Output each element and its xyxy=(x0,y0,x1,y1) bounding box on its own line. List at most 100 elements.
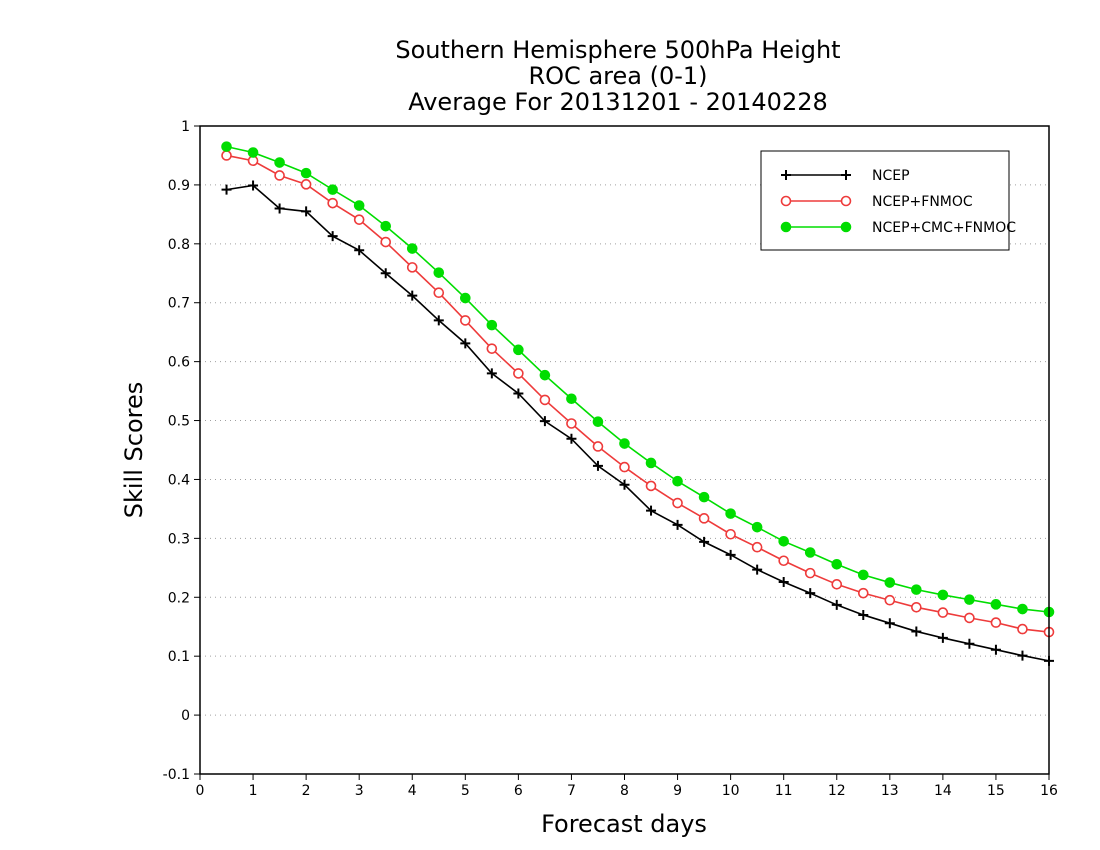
data-point-ncep-fnmoc xyxy=(539,394,551,406)
data-point-ncep xyxy=(911,626,922,637)
x-tick-label: 7 xyxy=(567,783,576,799)
data-point-ncep-fnmoc xyxy=(1017,623,1028,635)
data-point-ncep-fnmoc xyxy=(460,315,471,326)
data-point-ncep-cmc-fnmoc xyxy=(751,521,763,533)
data-point-ncep xyxy=(301,206,312,217)
data-point-ncep xyxy=(486,368,497,379)
data-point-ncep-fnmoc xyxy=(964,612,975,624)
series-ncep-cmc-fnmoc xyxy=(221,141,1055,618)
data-point-ncep-cmc-fnmoc xyxy=(857,569,869,581)
data-point-ncep-cmc-fnmoc xyxy=(300,167,312,179)
data-point-ncep-fnmoc xyxy=(327,197,338,209)
data-point-ncep-cmc-fnmoc xyxy=(274,157,285,168)
data-point-ncep-fnmoc xyxy=(672,497,683,509)
data-point-ncep-fnmoc xyxy=(406,262,418,273)
y-tick-label: 0.3 xyxy=(168,531,190,547)
data-point-ncep-cmc-fnmoc xyxy=(486,319,498,331)
data-point-ncep-cmc-fnmoc xyxy=(804,547,816,558)
plot-area xyxy=(221,141,1055,666)
x-tick-label: 8 xyxy=(620,783,629,799)
data-point-ncep xyxy=(858,609,869,620)
data-point-ncep-cmc-fnmoc xyxy=(566,393,577,405)
x-tick-label: 11 xyxy=(775,783,793,799)
data-point-ncep xyxy=(592,460,603,471)
data-point-ncep-cmc-fnmoc xyxy=(619,438,630,449)
x-tick-label: 5 xyxy=(461,783,470,799)
legend-entry-ncep-cmc-fnmoc: NCEP+CMC+FNMOC xyxy=(780,220,1016,236)
legend-marker xyxy=(840,195,852,207)
data-point-ncep-cmc-fnmoc xyxy=(1017,603,1028,615)
data-point-ncep-fnmoc xyxy=(380,236,392,248)
data-point-ncep-cmc-fnmoc xyxy=(327,184,338,195)
legend-label: NCEP+CMC+FNMOC xyxy=(872,220,1016,236)
y-tick-label: 0.4 xyxy=(168,472,190,488)
data-point-ncep-fnmoc xyxy=(353,214,365,225)
data-point-ncep-fnmoc xyxy=(645,480,657,492)
data-point-ncep xyxy=(831,599,842,610)
data-point-ncep xyxy=(433,315,444,326)
data-point-ncep xyxy=(672,519,683,530)
legend-label: NCEP xyxy=(872,168,910,184)
data-point-ncep-fnmoc xyxy=(486,343,498,354)
data-point-ncep-fnmoc xyxy=(592,441,604,452)
data-point-ncep-cmc-fnmoc xyxy=(592,416,604,428)
data-point-ncep xyxy=(990,644,1001,655)
data-point-ncep-cmc-fnmoc xyxy=(513,344,524,356)
y-axis-label: Skill Scores xyxy=(120,382,148,519)
x-tick-label: 2 xyxy=(302,783,311,799)
x-tick-label: 3 xyxy=(355,783,364,799)
data-point-ncep-cmc-fnmoc xyxy=(831,558,843,570)
data-point-ncep-fnmoc xyxy=(300,179,312,190)
data-point-ncep xyxy=(248,180,259,191)
data-point-ncep-cmc-fnmoc xyxy=(911,584,922,595)
data-point-ncep-cmc-fnmoc xyxy=(221,141,232,152)
y-tick-label: 0 xyxy=(181,708,190,724)
x-tick-label: 13 xyxy=(881,783,899,799)
data-point-ncep xyxy=(646,505,657,516)
data-point-ncep xyxy=(699,536,710,547)
legend-marker xyxy=(840,221,852,233)
data-point-ncep xyxy=(513,388,524,399)
data-point-ncep-fnmoc xyxy=(911,601,922,613)
data-point-ncep xyxy=(619,479,630,490)
y-tick-label: 0.5 xyxy=(168,414,190,430)
data-point-ncep xyxy=(725,549,736,560)
series-ncep-fnmoc xyxy=(221,150,1055,638)
data-point-ncep-cmc-fnmoc xyxy=(672,475,683,487)
data-point-ncep-fnmoc xyxy=(698,513,710,524)
data-point-ncep-fnmoc xyxy=(831,579,843,590)
data-point-ncep-fnmoc xyxy=(990,617,1002,628)
y-tick-label: 0.9 xyxy=(168,178,190,194)
series-line-ncep xyxy=(226,184,1050,662)
data-point-ncep-cmc-fnmoc xyxy=(964,594,975,605)
data-point-ncep-fnmoc xyxy=(433,287,445,299)
data-point-ncep xyxy=(221,184,232,195)
data-point-ncep-cmc-fnmoc xyxy=(698,491,710,503)
y-tick-label: 0.8 xyxy=(168,237,190,253)
data-point-ncep-cmc-fnmoc xyxy=(778,536,789,547)
x-tick-label: 1 xyxy=(249,783,258,799)
data-point-ncep xyxy=(354,245,365,256)
data-point-ncep xyxy=(407,290,418,301)
data-point-ncep-fnmoc xyxy=(884,594,896,606)
legend-marker xyxy=(780,195,792,207)
legend-entry-ncep: NCEP xyxy=(781,168,910,184)
data-point-ncep-cmc-fnmoc xyxy=(353,200,365,211)
legend-marker xyxy=(781,170,791,180)
legend-entry-ncep-fnmoc: NCEP+FNMOC xyxy=(780,194,973,210)
data-point-ncep xyxy=(1017,650,1028,661)
data-point-ncep-fnmoc xyxy=(513,368,524,379)
data-point-ncep xyxy=(752,564,763,575)
data-point-ncep-fnmoc xyxy=(857,587,869,599)
data-point-ncep-cmc-fnmoc xyxy=(725,508,736,519)
data-point-ncep xyxy=(274,203,285,214)
x-tick-label: 14 xyxy=(934,783,952,799)
x-tick-label: 16 xyxy=(1040,783,1058,799)
y-tick-label: 1 xyxy=(181,119,190,135)
data-point-ncep-fnmoc xyxy=(804,567,816,579)
data-point-ncep-cmc-fnmoc xyxy=(247,147,259,158)
data-point-ncep-cmc-fnmoc xyxy=(460,292,471,304)
data-point-ncep-cmc-fnmoc xyxy=(539,369,551,381)
x-axis: 0 1 2 3 4 5 6 7 8 9 10 11 12 13 14 15 16 xyxy=(196,774,1058,799)
title-line-3: Average For 20131201 - 20140228 xyxy=(408,88,828,116)
